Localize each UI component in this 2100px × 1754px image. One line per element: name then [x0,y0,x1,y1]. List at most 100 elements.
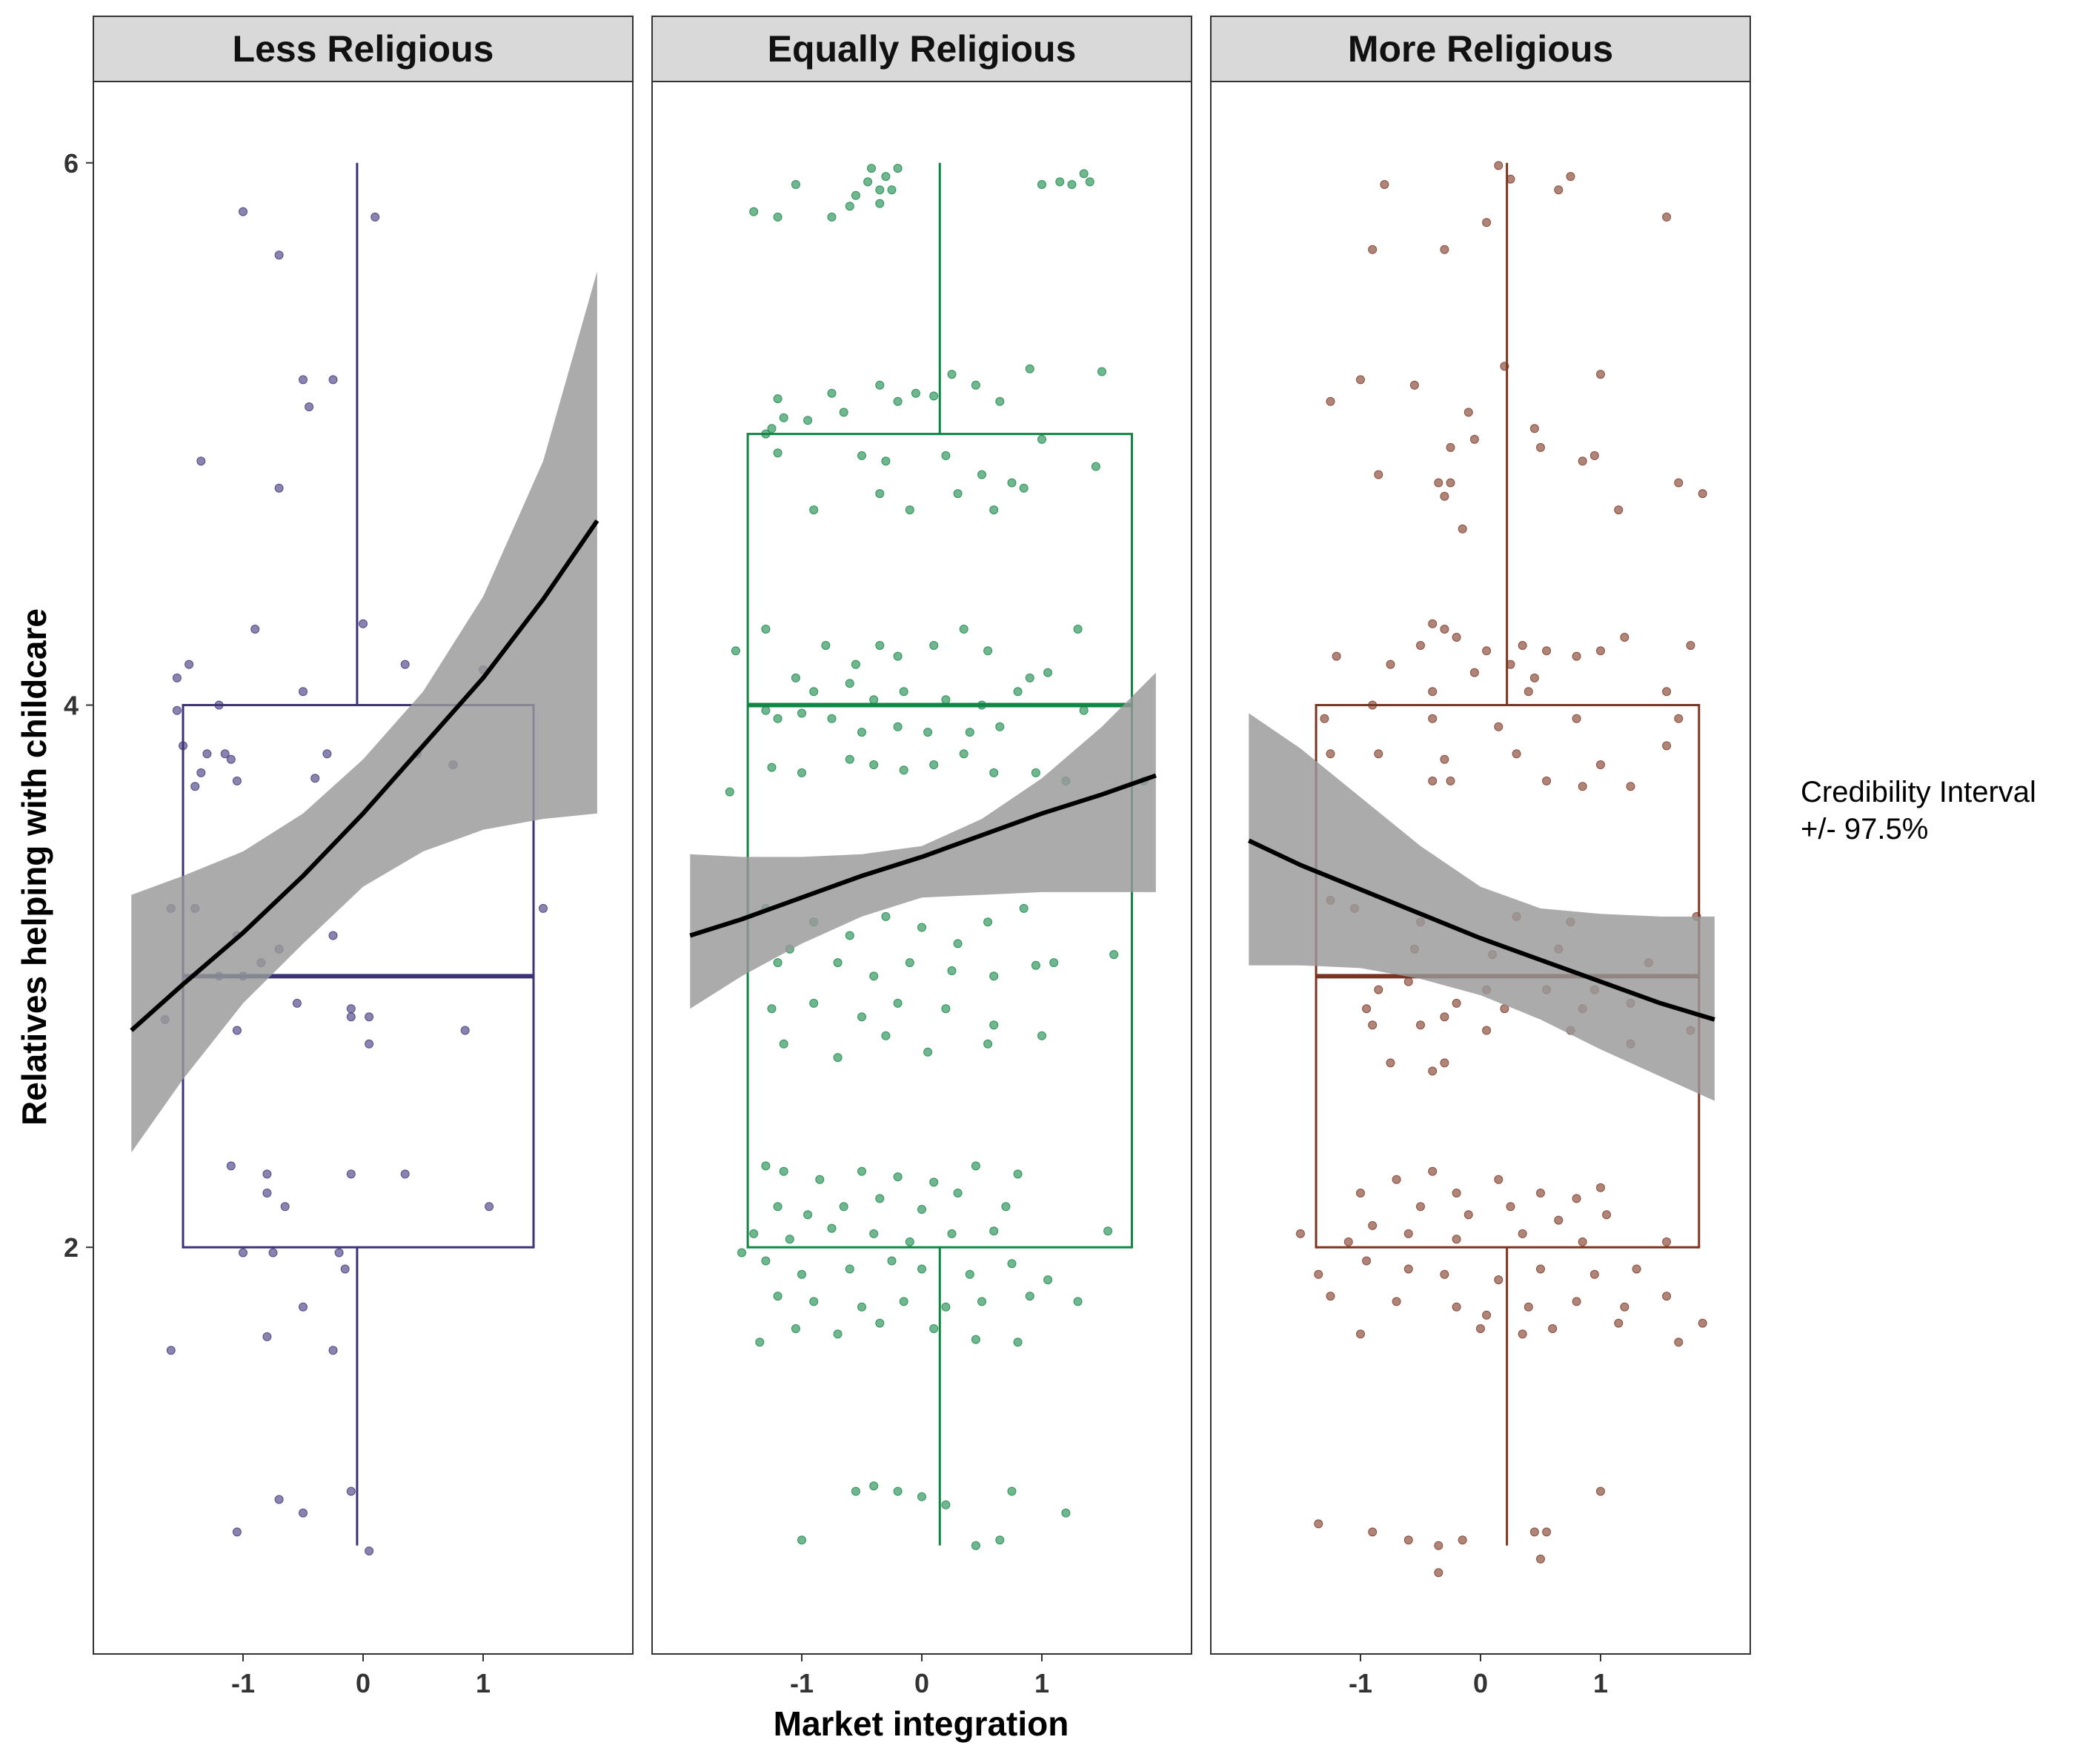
data-point [328,1346,338,1355]
data-point [346,1004,356,1014]
x-tick-label: 0 [356,1668,371,1698]
data-point [971,380,980,390]
data-point [1025,673,1034,682]
facet-less-religious: Less Religious [93,16,634,1655]
data-point [1524,1302,1533,1312]
data-point [929,1177,939,1187]
data-point [995,1535,1005,1545]
data-point [220,749,230,759]
data-point [917,1264,926,1274]
data-point [1572,1297,1581,1306]
data-point [809,505,819,515]
legend-text-line-2: +/- 97.5% [1801,813,1928,846]
data-point [232,1026,242,1035]
legend: Credibility Interval +/- 97.5% [1801,776,2036,846]
data-point [839,408,848,417]
data-point [977,1297,986,1306]
data-point [400,660,410,669]
data-point [887,1256,897,1266]
data-point [845,679,854,688]
data-point [1482,646,1492,656]
data-point [322,749,332,759]
data-point [1103,1226,1113,1236]
data-point [1548,1324,1558,1333]
data-point [923,728,933,737]
data-point [791,1324,800,1333]
data-point [1079,705,1089,715]
data-point [869,1229,879,1238]
data-point [1566,172,1575,182]
data-point [1469,668,1479,677]
data-point [1458,524,1467,534]
y-tick-label: 6 [64,148,79,179]
data-point [232,776,242,785]
data-point [1494,161,1503,170]
data-point [1482,1310,1492,1320]
data-point [292,998,302,1008]
data-point [1494,722,1503,731]
data-point [1055,177,1065,187]
data-point [274,1495,284,1504]
data-point [274,483,284,493]
data-point [1025,1292,1034,1301]
data-point [929,1324,939,1333]
data-point [845,931,854,940]
data-point [1079,169,1089,179]
data-point [869,760,879,769]
data-point [779,1039,788,1049]
data-point [875,1194,885,1203]
data-point [1542,646,1552,656]
data-point [1031,960,1040,970]
data-point [1109,950,1119,960]
data-point [1596,1183,1605,1192]
data-point [202,749,212,759]
data-point [1674,714,1684,723]
data-point [869,1481,879,1491]
data-point [1482,218,1492,227]
data-point [1073,1297,1083,1306]
data-point [983,917,993,927]
facet-title: Less Religious [233,28,494,70]
data-point [941,1302,951,1312]
data-point [779,1166,788,1176]
data-point [1529,1527,1539,1537]
data-point [1356,375,1365,385]
data-point [893,651,903,661]
data-point [1494,1275,1503,1285]
data-point [1314,1269,1323,1279]
data-point [1518,1329,1527,1339]
data-point [1428,714,1438,723]
data-point [1542,776,1552,785]
data-point [1446,478,1455,488]
data-point [1374,749,1383,759]
data-point [989,1226,999,1236]
data-point [1494,1175,1503,1184]
data-point [1452,1302,1461,1312]
data-point [773,212,782,222]
data-point [1085,177,1094,187]
data-point [905,505,914,515]
data-point [761,1161,771,1171]
data-point [1614,1318,1624,1328]
legend-text-line-1: Credibility Interval [1801,776,2036,808]
data-point [761,625,771,634]
data-point [1578,456,1587,466]
data-point [1326,1292,1335,1301]
data-point [995,722,1005,731]
data-point [983,646,993,656]
data-point [833,1329,843,1339]
data-point [1326,396,1335,406]
data-point [911,388,920,398]
data-point [299,1508,308,1518]
data-point [1428,776,1438,785]
data-point [941,695,951,705]
data-point [803,416,813,425]
data-point [965,728,974,737]
data-point [172,705,182,715]
data-point [1674,478,1684,488]
data-point [941,1500,951,1509]
data-point [1013,1169,1023,1179]
data-point [1572,651,1581,661]
data-point [1589,451,1599,460]
